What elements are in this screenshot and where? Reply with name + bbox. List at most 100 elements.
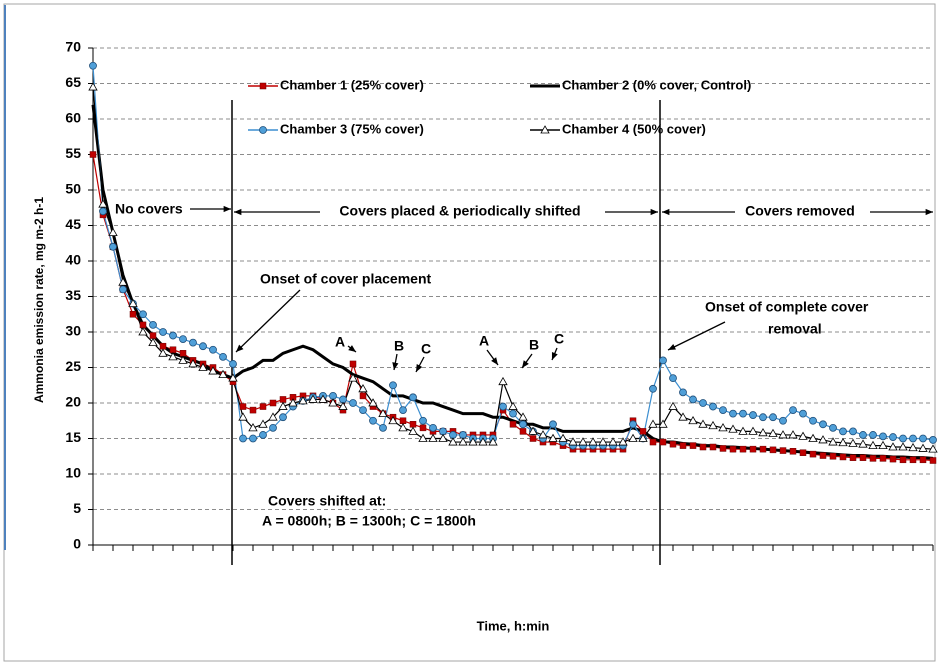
marker (669, 374, 677, 383)
marker (88, 82, 98, 91)
marker (548, 433, 558, 442)
arrow-head (234, 208, 242, 216)
marker (358, 383, 368, 393)
marker (99, 207, 107, 216)
y-tick-label: 50 (65, 181, 81, 197)
marker (778, 430, 788, 439)
marker (149, 332, 157, 339)
annotation: Covers placed & periodically shifted (339, 203, 580, 219)
marker (709, 443, 717, 451)
marker (349, 399, 357, 407)
marker (858, 439, 868, 448)
marker (538, 430, 548, 439)
marker (388, 415, 398, 425)
arrow-head (668, 343, 676, 350)
marker (259, 431, 267, 439)
marker (869, 455, 877, 462)
marker (558, 433, 568, 442)
marker (749, 445, 757, 453)
marker (279, 396, 287, 403)
arrow-head (491, 357, 498, 365)
marker (108, 227, 118, 236)
marker (578, 437, 588, 446)
marker (868, 440, 878, 449)
marker (688, 415, 698, 425)
y-tick-label: 45 (65, 216, 81, 232)
marker (848, 438, 858, 447)
marker (679, 442, 687, 449)
marker (659, 438, 667, 446)
arrow (667, 321, 726, 351)
y-tick-label: 35 (65, 287, 81, 303)
marker (519, 420, 527, 429)
arrow-head (236, 344, 244, 352)
marker (898, 442, 908, 451)
marker (239, 434, 247, 443)
marker (808, 433, 818, 442)
marker (588, 437, 598, 446)
marker (829, 453, 837, 460)
marker (519, 428, 527, 435)
marker (288, 398, 298, 407)
marker (249, 406, 257, 414)
marker (359, 392, 367, 400)
legend-label: Chamber 2 (0% cover, Control) (562, 77, 751, 92)
marker (419, 424, 427, 432)
annotation: Covers removed (745, 203, 855, 219)
legend-label: Chamber 3 (75% cover) (280, 121, 424, 136)
arrow-head (522, 360, 529, 368)
marker (179, 350, 187, 357)
marker (629, 420, 637, 429)
marker (488, 437, 498, 446)
arrow (235, 289, 301, 353)
marker (648, 419, 658, 428)
marker (228, 373, 238, 382)
marker (919, 456, 927, 464)
marker (759, 445, 767, 453)
marker (879, 455, 887, 462)
marker (199, 342, 207, 351)
annotation: C (554, 331, 564, 347)
marker (408, 426, 418, 435)
marker (188, 359, 198, 368)
marker (158, 348, 168, 357)
marker (719, 406, 727, 415)
marker (239, 403, 247, 410)
y-tick-label: 40 (65, 252, 81, 268)
marker (458, 437, 468, 446)
marker (169, 331, 177, 340)
marker (669, 440, 677, 448)
marker (768, 428, 778, 437)
marker (409, 393, 417, 402)
marker (819, 420, 827, 429)
arrow-head (223, 205, 231, 213)
marker (109, 242, 117, 251)
marker (468, 437, 478, 446)
marker (789, 448, 797, 455)
marker (268, 412, 278, 421)
marker (218, 369, 228, 378)
marker (829, 423, 837, 432)
marker (389, 381, 397, 390)
marker (658, 419, 668, 428)
marker (89, 61, 97, 70)
y-tick-label: 55 (65, 145, 81, 161)
marker (428, 433, 438, 442)
marker (318, 394, 328, 403)
marker (788, 430, 798, 439)
marker (779, 416, 787, 425)
marker (269, 423, 277, 432)
annotation: Onset of cover placement (260, 271, 432, 287)
marker (709, 402, 717, 411)
marker (699, 443, 707, 451)
marker (429, 423, 437, 432)
marker (789, 406, 797, 415)
marker (628, 433, 638, 442)
marker (508, 401, 518, 410)
marker (258, 419, 268, 428)
legend-label: Chamber 1 (25% cover) (280, 77, 424, 92)
marker (659, 356, 667, 365)
marker (729, 445, 737, 453)
marker (148, 337, 158, 347)
